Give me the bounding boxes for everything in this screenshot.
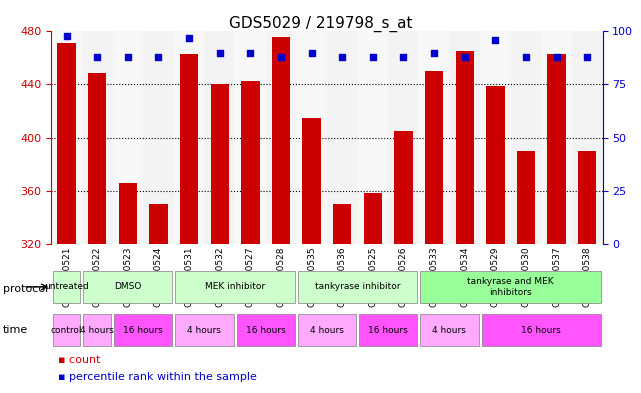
FancyBboxPatch shape xyxy=(481,314,601,346)
Bar xyxy=(113,31,143,244)
Text: ▪ percentile rank within the sample: ▪ percentile rank within the sample xyxy=(58,372,256,382)
Bar xyxy=(327,31,358,244)
Point xyxy=(184,35,194,41)
Bar xyxy=(149,204,168,244)
Text: 16 hours: 16 hours xyxy=(521,326,561,334)
Bar xyxy=(235,31,265,244)
Text: ▪ count: ▪ count xyxy=(58,354,100,365)
FancyBboxPatch shape xyxy=(420,271,601,303)
FancyBboxPatch shape xyxy=(175,271,295,303)
Text: untreated: untreated xyxy=(44,283,89,291)
Text: tankyrase inhibitor: tankyrase inhibitor xyxy=(315,283,400,291)
Point xyxy=(92,54,103,60)
Bar xyxy=(180,54,198,244)
Point xyxy=(62,33,72,39)
Point xyxy=(429,50,439,56)
FancyBboxPatch shape xyxy=(114,314,172,346)
Bar xyxy=(265,31,296,244)
Bar xyxy=(541,31,572,244)
Point xyxy=(215,50,225,56)
Bar xyxy=(241,81,260,244)
Bar xyxy=(419,31,449,244)
Point xyxy=(398,54,408,60)
Text: time: time xyxy=(3,325,28,335)
Bar xyxy=(511,31,541,244)
Text: 16 hours: 16 hours xyxy=(369,326,408,334)
Text: 16 hours: 16 hours xyxy=(246,326,285,334)
FancyBboxPatch shape xyxy=(83,271,172,303)
FancyBboxPatch shape xyxy=(83,314,111,346)
Point xyxy=(551,54,562,60)
Point xyxy=(521,54,531,60)
Point xyxy=(490,37,501,43)
Bar xyxy=(58,43,76,244)
Bar xyxy=(363,193,382,244)
Text: GDS5029 / 219798_s_at: GDS5029 / 219798_s_at xyxy=(229,16,412,32)
Bar xyxy=(88,73,106,244)
Bar xyxy=(204,31,235,244)
FancyBboxPatch shape xyxy=(420,314,478,346)
Bar xyxy=(174,31,204,244)
Bar xyxy=(303,118,320,244)
Bar xyxy=(517,151,535,244)
Bar xyxy=(456,51,474,244)
Bar xyxy=(547,54,566,244)
Bar xyxy=(333,204,351,244)
Bar xyxy=(296,31,327,244)
Text: DMSO: DMSO xyxy=(114,283,142,291)
Bar xyxy=(272,37,290,244)
Text: control: control xyxy=(51,326,82,334)
Text: 16 hours: 16 hours xyxy=(123,326,163,334)
Point xyxy=(122,54,133,60)
Point xyxy=(306,50,317,56)
Bar xyxy=(119,183,137,244)
Point xyxy=(337,54,347,60)
FancyBboxPatch shape xyxy=(359,314,417,346)
Bar xyxy=(388,31,419,244)
Text: 4 hours: 4 hours xyxy=(310,326,344,334)
Bar xyxy=(394,131,413,244)
Text: 4 hours: 4 hours xyxy=(433,326,467,334)
Bar xyxy=(486,86,504,244)
Bar xyxy=(480,31,511,244)
Point xyxy=(368,54,378,60)
Text: 4 hours: 4 hours xyxy=(80,326,114,334)
Point xyxy=(276,54,286,60)
Bar xyxy=(572,31,603,244)
Point xyxy=(153,54,163,60)
Text: protocol: protocol xyxy=(3,284,49,294)
FancyBboxPatch shape xyxy=(53,314,80,346)
Bar xyxy=(578,151,596,244)
Point xyxy=(246,50,256,56)
Bar xyxy=(143,31,174,244)
Bar xyxy=(358,31,388,244)
FancyBboxPatch shape xyxy=(298,271,417,303)
Bar xyxy=(51,31,82,244)
Text: tankyrase and MEK
inhibitors: tankyrase and MEK inhibitors xyxy=(467,277,554,297)
Text: 4 hours: 4 hours xyxy=(187,326,221,334)
Bar xyxy=(425,71,444,244)
Bar xyxy=(82,31,113,244)
Text: MEK inhibitor: MEK inhibitor xyxy=(205,283,265,291)
FancyBboxPatch shape xyxy=(237,314,295,346)
Bar xyxy=(210,84,229,244)
FancyBboxPatch shape xyxy=(298,314,356,346)
FancyBboxPatch shape xyxy=(53,271,80,303)
Bar xyxy=(449,31,480,244)
Point xyxy=(582,54,592,60)
Point xyxy=(460,54,470,60)
FancyBboxPatch shape xyxy=(175,314,233,346)
